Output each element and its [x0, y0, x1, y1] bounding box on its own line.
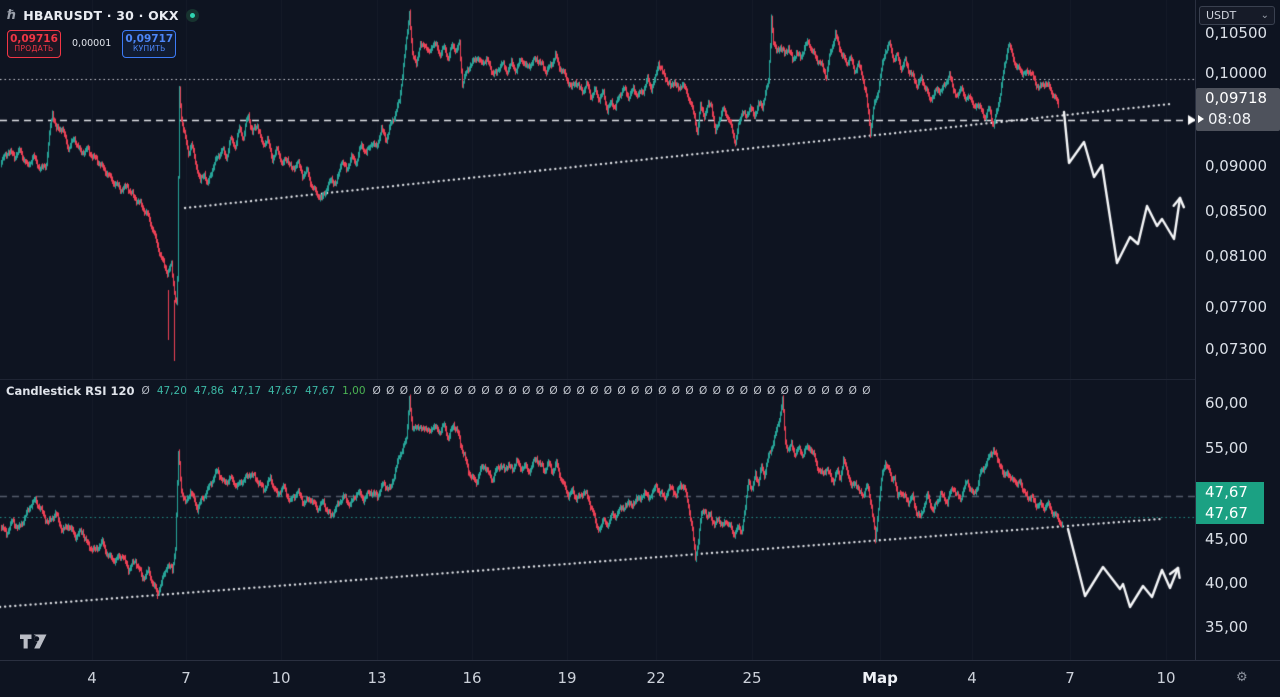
rsi-axis-label: 60,00 — [1205, 394, 1248, 412]
symbol-title[interactable]: HBARUSDT · 30 · OKX — [23, 8, 179, 23]
buy-label: КУПИТЬ — [132, 44, 166, 54]
time-axis-label: 19 — [557, 669, 577, 687]
indicator-value: 47,67 — [268, 385, 299, 397]
last-price-value: 0,09718 — [1205, 89, 1268, 107]
time-axis[interactable]: ⚙ 4 7 10 13 16 19 22 25 Мар 4 7 10 — [0, 661, 1280, 697]
price-axis-label: 0,08500 — [1205, 202, 1268, 220]
time-axis-label: 7 — [1065, 669, 1075, 687]
currency-selector[interactable]: USDT ⌄ — [1199, 6, 1275, 25]
hbar-logo-icon: ℏ — [7, 7, 17, 23]
time-axis-label: 7 — [181, 669, 191, 687]
time-axis-label: Мар — [862, 669, 898, 687]
price-axis-label: 0,10000 — [1205, 64, 1268, 82]
time-axis-label: 10 — [1156, 669, 1176, 687]
tradingview-logo — [20, 634, 47, 649]
rsi-axis-label: 35,00 — [1205, 618, 1248, 636]
price-axis-label: 0,07700 — [1205, 298, 1268, 316]
price-axis-label: 0,08100 — [1205, 247, 1268, 265]
spread-value: 0,00001 — [72, 38, 112, 50]
indicator-zero: Ø — [141, 385, 150, 397]
rsi-value-label: 47,67 — [1196, 503, 1264, 524]
time-axis-label: 22 — [646, 669, 666, 687]
time-axis-label: 16 — [462, 669, 482, 687]
rsi-axis-label: 40,00 — [1205, 574, 1248, 592]
time-axis-label: 10 — [271, 669, 291, 687]
indicator-value: 47,17 — [230, 385, 261, 397]
price-axis-border — [1195, 0, 1196, 697]
symbol-legend: ℏ HBARUSDT · 30 · OKX 0,09716 ПРОДАТЬ 0,… — [7, 8, 199, 58]
last-price-label: 0,09718 08:08 — [1196, 88, 1280, 131]
buy-button[interactable]: 0,09717 КУПИТЬ — [122, 30, 177, 58]
bar-countdown: 08:08 — [1196, 109, 1280, 130]
sell-label: ПРОДАТЬ — [14, 44, 54, 54]
price-axis-label: 0,07300 — [1205, 340, 1268, 358]
indicator-value: 47,86 — [193, 385, 224, 397]
price-axis[interactable]: USDT ⌄ 0,09718 08:08 0,10500 0,10000 0,090… — [1196, 0, 1280, 660]
indicator-name: Candlestick RSI 120 — [6, 384, 135, 398]
rsi-axis-label: 45,00 — [1205, 530, 1248, 548]
time-axis-label: 4 — [967, 669, 977, 687]
gear-icon[interactable]: ⚙ — [1236, 670, 1248, 685]
time-axis-label: 13 — [367, 669, 387, 687]
indicator-zeros-row: Ø Ø Ø Ø Ø Ø Ø Ø Ø Ø Ø Ø Ø Ø Ø Ø Ø Ø Ø Ø … — [372, 385, 872, 397]
indicator-value: 47,20 — [156, 385, 187, 397]
market-status-icon[interactable] — [185, 9, 199, 22]
panel-separator[interactable] — [0, 379, 1280, 380]
chevron-down-icon: ⌄ — [1260, 10, 1269, 21]
sell-button[interactable]: 0,09716 ПРОДАТЬ — [7, 30, 61, 58]
price-axis-label: 0,09000 — [1205, 157, 1268, 175]
currency-selector-value: USDT — [1206, 9, 1237, 22]
rsi-chart-canvas[interactable] — [0, 380, 1196, 660]
sell-price: 0,09716 — [10, 33, 58, 45]
rsi-value-label: 47,67 — [1196, 482, 1264, 503]
time-axis-label: 25 — [742, 669, 762, 687]
rsi-axis-label: 55,00 — [1205, 439, 1248, 457]
price-axis-label: 0,10500 — [1205, 24, 1268, 42]
price-chart-canvas[interactable] — [0, 0, 1196, 380]
time-axis-label: 4 — [87, 669, 97, 687]
time-axis-separator — [0, 660, 1280, 661]
indicator-last-value: 1,00 — [342, 385, 366, 397]
rsi-indicator-legend[interactable]: Candlestick RSI 120 Ø 47,20 47,86 47,17 47,67… — [6, 384, 871, 398]
indicator-value: 47,67 — [305, 385, 336, 397]
buy-price: 0,09717 — [125, 33, 174, 45]
